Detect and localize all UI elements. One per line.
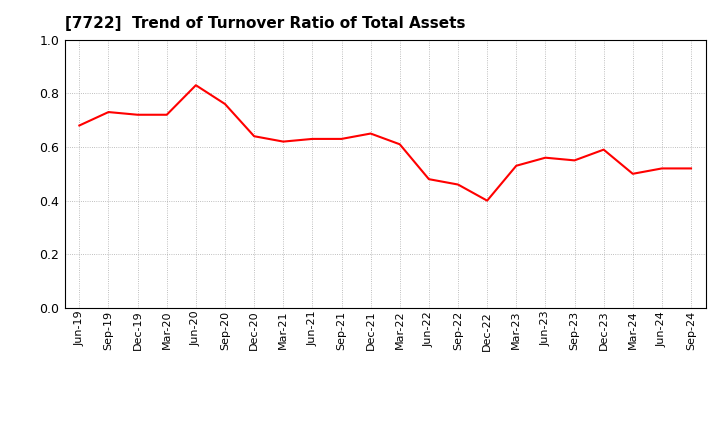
Text: [7722]  Trend of Turnover Ratio of Total Assets: [7722] Trend of Turnover Ratio of Total … [65,16,465,32]
